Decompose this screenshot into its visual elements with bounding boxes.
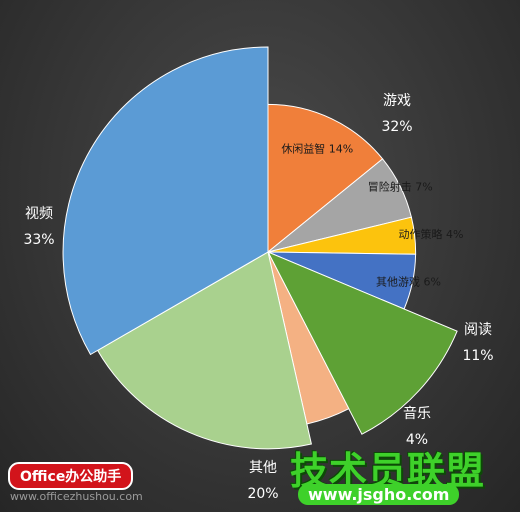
office-assistant-watermark: Office办公助手 www.officezhushou.com (8, 462, 158, 508)
outer-label-name-音乐: 音乐 (403, 405, 431, 422)
watermark-badge: Office办公助手 (8, 462, 134, 490)
slice-label-休闲益智: 休闲益智 14% (281, 141, 353, 155)
outer-label-pct-其他: 20% (247, 486, 278, 502)
slice-其他 (96, 251, 312, 450)
outer-label-pct-音乐: 4% (406, 432, 428, 448)
watermark-url-left: www.officezhushou.com (10, 490, 143, 503)
slice-视频 (62, 46, 269, 356)
slice-阅读 (266, 251, 458, 435)
outer-label-name-视频: 视频 (25, 206, 53, 222)
outer-label-pct-阅读: 11% (462, 348, 493, 364)
outer-label-pct-视频: 33% (23, 232, 54, 248)
watermark-url-right: www.jsgho.com (298, 484, 460, 505)
outer-label-name-其他: 其他 (249, 460, 277, 476)
outer-label-pct-游戏: 32% (381, 119, 412, 135)
slice-label-冒险射击: 冒险射击 7% (368, 180, 433, 194)
jsgho-watermark: 技术员联盟 www.jsgho.com (290, 440, 512, 508)
outer-label-name-阅读: 阅读 (464, 321, 492, 338)
outer-label-name-游戏: 游戏 (383, 93, 411, 109)
slice-休闲益智 (267, 103, 384, 254)
slice-label-其他游戏: 其他游戏 6% (376, 275, 441, 288)
slice-label-动作策略: 动作策略 4% (399, 227, 464, 241)
